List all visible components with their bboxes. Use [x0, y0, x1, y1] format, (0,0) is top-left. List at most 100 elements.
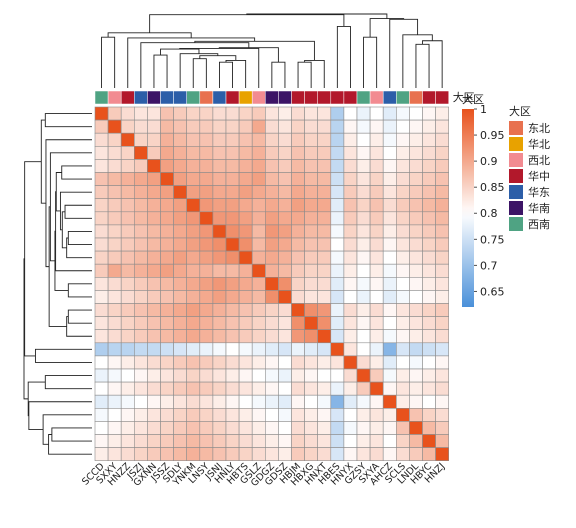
colorbar-tick-label: 1 [480, 103, 487, 116]
heatmap-cell [382, 172, 397, 186]
heatmap-cell [356, 159, 371, 173]
heatmap-cell [343, 434, 358, 448]
heatmap-cell [278, 237, 292, 252]
heatmap-cell [369, 407, 384, 422]
heatmap-cell [94, 290, 109, 304]
heatmap-cell [317, 381, 332, 396]
heatmap-cell [304, 434, 319, 448]
dendrogram-branch [304, 59, 325, 88]
dendrogram-branch [199, 55, 237, 61]
region-annotation-cell [330, 90, 345, 105]
heatmap-cell [160, 394, 174, 409]
heatmap-cell [317, 119, 332, 134]
heatmap-cell [304, 394, 319, 409]
heatmap-cell [343, 447, 358, 462]
dendrogram-branch [44, 375, 92, 390]
heatmap-cell [395, 434, 410, 448]
heatmap-cell [356, 198, 371, 213]
heatmap-cell [317, 237, 332, 252]
heatmap-cell [94, 211, 109, 226]
dendrogram-branch [101, 36, 116, 88]
legend-label: 西南 [528, 218, 550, 231]
heatmap-cell [369, 342, 384, 357]
heatmap-cell [356, 132, 371, 147]
heatmap-cell [422, 407, 436, 422]
region-annotation-cell [369, 90, 384, 105]
heatmap-cell [395, 447, 410, 462]
colorbar-gradient [462, 109, 474, 307]
region-annotation-cell [107, 90, 122, 105]
heatmap-cell [304, 407, 319, 422]
heatmap-cell [330, 368, 345, 383]
heatmap-cell [225, 119, 240, 134]
heatmap-cell [107, 276, 122, 291]
heatmap-cell [264, 237, 279, 252]
heatmap-cell [134, 381, 148, 396]
heatmap-cell [278, 368, 292, 383]
heatmap-cell [212, 381, 227, 396]
heatmap-cell [369, 329, 384, 344]
heatmap-cell [173, 407, 188, 422]
heatmap-cell [291, 132, 305, 147]
heatmap-cell [120, 159, 135, 173]
heatmap-cell [330, 224, 345, 239]
heatmap-cell [395, 276, 410, 291]
heatmap-cell [264, 132, 279, 147]
heatmap-cell [251, 211, 266, 226]
heatmap-cell [291, 250, 305, 265]
heatmap-cell [107, 381, 122, 396]
heatmap-cell [422, 250, 436, 265]
heatmap-cell [94, 198, 109, 213]
heatmap-cell [160, 303, 174, 317]
heatmap-cell [291, 185, 305, 200]
heatmap-cell [317, 407, 332, 422]
heatmap-cell [186, 303, 201, 317]
heatmap-cell [422, 224, 436, 239]
heatmap-cell [330, 447, 345, 462]
heatmap-cell [330, 198, 345, 213]
heatmap-cell [382, 106, 397, 121]
heatmap-cell [291, 290, 305, 304]
heatmap-cell [147, 421, 161, 435]
heatmap-cell [356, 237, 371, 252]
heatmap-cell [94, 381, 109, 396]
heatmap-cell [186, 434, 201, 448]
heatmap-cell [251, 224, 266, 239]
heatmap-cell [134, 434, 148, 448]
heatmap-cell [369, 250, 384, 265]
heatmap-cell [147, 407, 161, 422]
heatmap-cell [238, 132, 253, 147]
heatmap-cell [330, 106, 345, 121]
heatmap-cell [199, 198, 214, 213]
heatmap-cell [356, 368, 371, 383]
heatmap-cell [304, 447, 319, 462]
heatmap-cell [422, 132, 436, 147]
heatmap-cell [343, 237, 358, 252]
dendrogram-branch [415, 43, 430, 88]
heatmap-cell [422, 185, 436, 200]
heatmap-cell [317, 185, 332, 200]
heatmap-cell [212, 237, 227, 252]
heatmap-cell [186, 290, 201, 304]
heatmap-cell [225, 394, 240, 409]
heatmap-cell [264, 211, 279, 226]
heatmap-cell [186, 316, 201, 331]
legend-swatch [509, 121, 523, 135]
heatmap-cell [356, 394, 371, 409]
heatmap-cell [395, 290, 410, 304]
heatmap-cell [264, 434, 279, 448]
dendrogram-branch [153, 54, 168, 88]
region-annotation-cell [265, 90, 279, 105]
region-annotation-bar [94, 90, 449, 105]
colorbar: 1 0.95 0.9 0.85 0.8 0.75 0.7 0.65 [462, 103, 505, 307]
heatmap-cell [238, 172, 253, 186]
region-annotation-cell [160, 90, 174, 105]
heatmap-cell [369, 119, 384, 134]
heatmap-cell [343, 421, 358, 435]
heatmap-cell [409, 250, 423, 265]
heatmap-cell [212, 172, 227, 186]
heatmap-cell [278, 159, 292, 173]
legend-label: 西北 [528, 154, 550, 167]
heatmap-cell [395, 368, 410, 383]
heatmap-cell [173, 394, 188, 409]
